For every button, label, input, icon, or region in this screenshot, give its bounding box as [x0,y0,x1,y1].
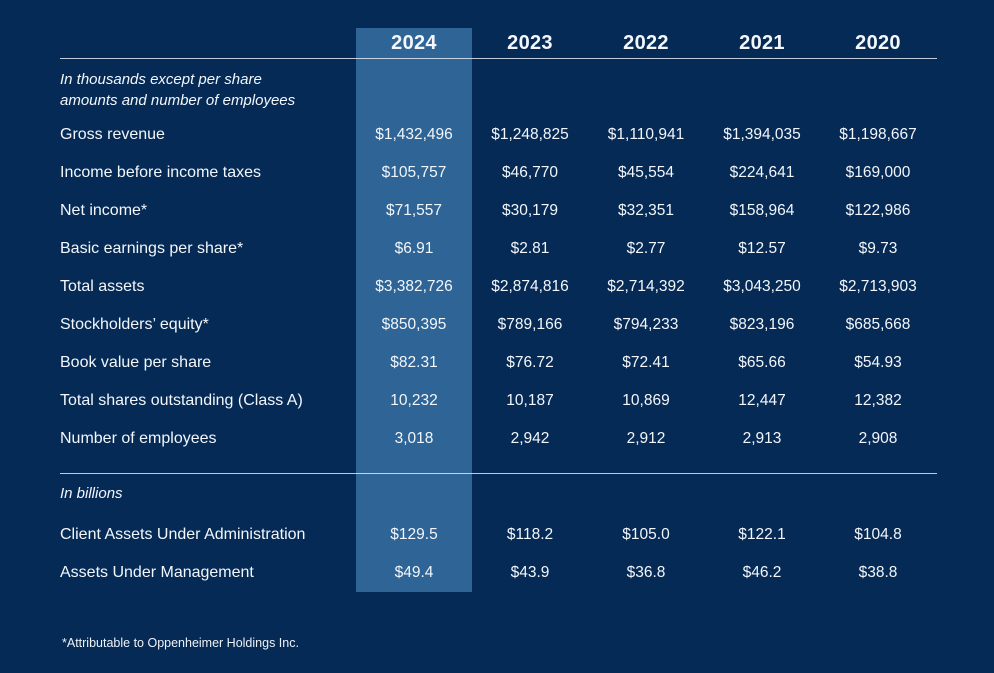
table-row: Number of employees 3,018 2,942 2,912 2,… [60,420,937,458]
cell-value: $6.91 [394,240,434,257]
row-label: Stockholders’ equity* [60,316,209,333]
row-label: Income before income taxes [60,164,261,181]
cell-value: 2,913 [742,430,782,447]
cell-value: $224,641 [729,164,795,181]
financial-highlights-table: 2024 2023 2022 2021 2020 In thousands ex… [60,28,937,592]
cell-value: $1,110,941 [607,126,685,143]
year-column-header: 2022 [623,31,669,54]
cell-value: 2,908 [858,430,898,447]
cell-value: $169,000 [845,164,911,181]
cell-value: 2,942 [510,430,550,447]
year-header-row: 2024 2023 2022 2021 2020 [60,28,937,58]
cell-value: $9.73 [858,240,898,257]
cell-value: $65.66 [738,354,786,371]
section-divider [60,473,937,474]
table-row: Gross revenue $1,432,496 $1,248,825 $1,1… [60,116,937,154]
cell-value: $3,043,250 [723,278,801,295]
year-column-header: 2024 [391,31,437,54]
cell-value: 12,447 [738,392,786,409]
cell-value: $1,394,035 [723,126,801,143]
cell-value: $32,351 [617,202,675,219]
cell-value: $794,233 [613,316,679,333]
section-billions: Client Assets Under Administration $129.… [60,516,937,592]
cell-value: $122,986 [845,202,911,219]
cell-value: 2,912 [626,430,666,447]
table-row: Stockholders’ equity* $850,395 $789,166 … [60,306,937,344]
cell-value: $118.2 [506,526,554,543]
table-row: Net income* $71,557 $30,179 $32,351 $158… [60,192,937,230]
cell-value: $43.9 [510,564,550,581]
cell-value: $38.8 [858,564,898,581]
cell-value: $36.8 [626,564,666,581]
row-label: Basic earnings per share* [60,240,244,257]
cell-value: $46,770 [501,164,559,181]
year-column-header: 2023 [507,31,553,54]
section-thousands: Gross revenue $1,432,496 $1,248,825 $1,1… [60,116,937,458]
table-row: Total assets $3,382,726 $2,874,816 $2,71… [60,268,937,306]
table-row: Income before income taxes $105,757 $46,… [60,154,937,192]
cell-value: $2,713,903 [839,278,917,295]
cell-value: 10,232 [390,392,438,409]
cell-value: $2,714,392 [607,278,685,295]
cell-value: $685,668 [845,316,911,333]
cell-value: 12,382 [854,392,902,409]
cell-value: $1,198,667 [839,126,917,143]
cell-value: $72.41 [622,354,670,371]
row-label: Client Assets Under Administration [60,526,306,543]
year-column-header: 2021 [739,31,785,54]
cell-value: $2.81 [510,240,550,257]
cell-value: $49.4 [394,564,434,581]
cell-value: $105.0 [622,526,670,543]
cell-value: 10,869 [622,392,670,409]
table-row: Client Assets Under Administration $129.… [60,516,937,554]
units-note-billions: In billions [60,485,123,502]
units-note-thousands: In thousands except per share amounts an… [60,70,937,111]
cell-value: $122.1 [738,526,786,543]
units-note-line1: In thousands except per share [60,71,262,88]
footnote: *Attributable to Oppenheimer Holdings In… [62,636,299,650]
cell-value: $2.77 [626,240,666,257]
table-row: Book value per share $82.31 $76.72 $72.4… [60,344,937,382]
table-row: Basic earnings per share* $6.91 $2.81 $2… [60,230,937,268]
row-label: Assets Under Management [60,564,254,581]
cell-value: $71,557 [385,202,443,219]
cell-value: $30,179 [501,202,559,219]
highlight-band-2024 [356,28,472,592]
cell-value: $104.8 [854,526,902,543]
row-label: Number of employees [60,430,217,447]
cell-value: $12.57 [738,240,786,257]
cell-value: 10,187 [506,392,554,409]
cell-value: $1,432,496 [375,126,453,143]
row-label: Net income* [60,202,148,219]
cell-value: $2,874,816 [491,278,569,295]
cell-value: 3,018 [394,430,434,447]
cell-value: $129.5 [390,526,438,543]
cell-value: $45,554 [617,164,675,181]
cell-value: $789,166 [497,316,563,333]
cell-value: $158,964 [729,202,795,219]
cell-value: $82.31 [390,354,438,371]
cell-value: $1,248,825 [491,126,569,143]
cell-value: $54.93 [854,354,902,371]
units-note-line2: amounts and number of employees [60,91,296,109]
header-divider [60,58,937,59]
cell-value: $46.2 [742,564,782,581]
cell-value: $3,382,726 [375,278,453,295]
cell-value: $850,395 [381,316,447,333]
cell-value: $76.72 [506,354,554,371]
row-label: Total shares outstanding (Class A) [60,392,303,409]
cell-value: $823,196 [729,316,795,333]
year-column-header: 2020 [855,31,901,54]
table-row: Assets Under Management $49.4 $43.9 $36.… [60,554,937,592]
row-label: Total assets [60,278,145,295]
cell-value: $105,757 [381,164,447,181]
row-label: Gross revenue [60,126,165,143]
row-label: Book value per share [60,354,212,371]
table-row: Total shares outstanding (Class A) 10,23… [60,382,937,420]
